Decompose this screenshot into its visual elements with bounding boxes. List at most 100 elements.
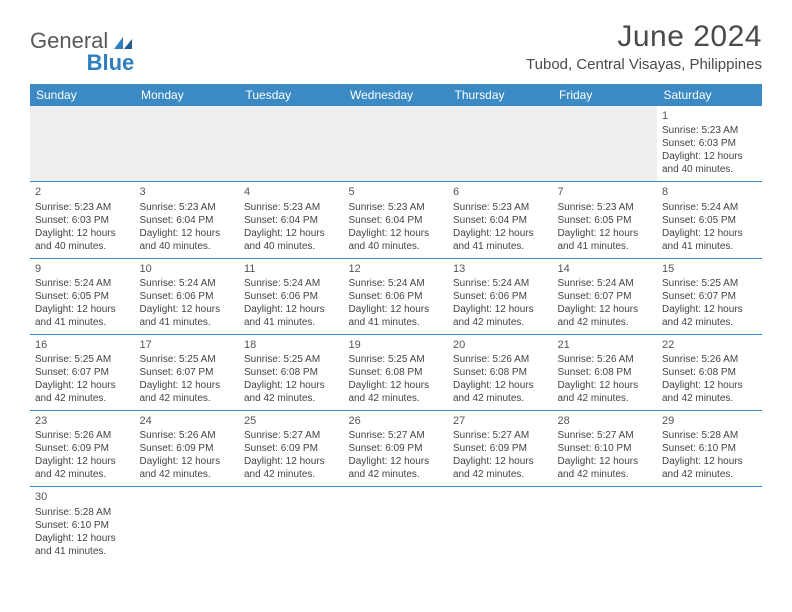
sunset-text: Sunset: 6:03 PM — [35, 214, 130, 227]
daylight-text-2: and 42 minutes. — [140, 468, 235, 481]
calendar-row: 1Sunrise: 5:23 AMSunset: 6:03 PMDaylight… — [30, 106, 762, 182]
calendar-cell — [239, 487, 344, 563]
daylight-text-2: and 42 minutes. — [662, 392, 757, 405]
calendar-cell: 23Sunrise: 5:26 AMSunset: 6:09 PMDayligh… — [30, 411, 135, 487]
calendar-cell — [553, 487, 658, 563]
day-number: 12 — [349, 262, 444, 276]
daylight-text-1: Daylight: 12 hours — [662, 227, 757, 240]
day-number: 14 — [558, 262, 653, 276]
sunrise-text: Sunrise: 5:24 AM — [349, 277, 444, 290]
calendar-cell: 20Sunrise: 5:26 AMSunset: 6:08 PMDayligh… — [448, 334, 553, 410]
weekday-header: Sunday — [30, 84, 135, 106]
sunrise-text: Sunrise: 5:25 AM — [662, 277, 757, 290]
calendar-cell: 29Sunrise: 5:28 AMSunset: 6:10 PMDayligh… — [657, 411, 762, 487]
sunrise-text: Sunrise: 5:23 AM — [662, 124, 757, 137]
daylight-text-1: Daylight: 12 hours — [140, 303, 235, 316]
daylight-text-2: and 42 minutes. — [244, 392, 339, 405]
calendar-cell — [553, 106, 658, 182]
calendar-body: 1Sunrise: 5:23 AMSunset: 6:03 PMDaylight… — [30, 106, 762, 563]
calendar-cell — [344, 487, 449, 563]
sunrise-text: Sunrise: 5:25 AM — [35, 353, 130, 366]
calendar-table: SundayMondayTuesdayWednesdayThursdayFrid… — [30, 84, 762, 563]
daylight-text-1: Daylight: 12 hours — [453, 303, 548, 316]
sunrise-text: Sunrise: 5:26 AM — [140, 429, 235, 442]
calendar-cell: 17Sunrise: 5:25 AMSunset: 6:07 PMDayligh… — [135, 334, 240, 410]
sunset-text: Sunset: 6:09 PM — [35, 442, 130, 455]
day-number: 7 — [558, 185, 653, 199]
calendar-cell: 22Sunrise: 5:26 AMSunset: 6:08 PMDayligh… — [657, 334, 762, 410]
sunrise-text: Sunrise: 5:25 AM — [349, 353, 444, 366]
logo: GeneralBlue — [30, 20, 134, 76]
sunrise-text: Sunrise: 5:23 AM — [453, 201, 548, 214]
daylight-text-2: and 41 minutes. — [349, 316, 444, 329]
daylight-text-1: Daylight: 12 hours — [453, 455, 548, 468]
calendar-cell: 5Sunrise: 5:23 AMSunset: 6:04 PMDaylight… — [344, 182, 449, 258]
daylight-text-2: and 42 minutes. — [35, 468, 130, 481]
header: GeneralBlue June 2024 Tubod, Central Vis… — [30, 20, 762, 76]
sunrise-text: Sunrise: 5:28 AM — [35, 506, 130, 519]
daylight-text-2: and 41 minutes. — [558, 240, 653, 253]
daylight-text-2: and 42 minutes. — [453, 392, 548, 405]
calendar-cell: 30Sunrise: 5:28 AMSunset: 6:10 PMDayligh… — [30, 487, 135, 563]
daylight-text-1: Daylight: 12 hours — [349, 379, 444, 392]
daylight-text-2: and 40 minutes. — [35, 240, 130, 253]
sunset-text: Sunset: 6:10 PM — [35, 519, 130, 532]
day-number: 26 — [349, 414, 444, 428]
calendar-head: SundayMondayTuesdayWednesdayThursdayFrid… — [30, 84, 762, 106]
sunset-text: Sunset: 6:09 PM — [244, 442, 339, 455]
daylight-text-2: and 41 minutes. — [35, 316, 130, 329]
location: Tubod, Central Visayas, Philippines — [526, 56, 762, 73]
daylight-text-2: and 42 minutes. — [558, 316, 653, 329]
day-number: 21 — [558, 338, 653, 352]
day-number: 5 — [349, 185, 444, 199]
day-number: 20 — [453, 338, 548, 352]
sunset-text: Sunset: 6:09 PM — [349, 442, 444, 455]
sunrise-text: Sunrise: 5:24 AM — [244, 277, 339, 290]
sunrise-text: Sunrise: 5:26 AM — [453, 353, 548, 366]
calendar-cell — [135, 106, 240, 182]
calendar-cell: 7Sunrise: 5:23 AMSunset: 6:05 PMDaylight… — [553, 182, 658, 258]
day-number: 22 — [662, 338, 757, 352]
daylight-text-1: Daylight: 12 hours — [35, 532, 130, 545]
calendar-row: 30Sunrise: 5:28 AMSunset: 6:10 PMDayligh… — [30, 487, 762, 563]
daylight-text-2: and 40 minutes. — [244, 240, 339, 253]
day-number: 11 — [244, 262, 339, 276]
day-number: 25 — [244, 414, 339, 428]
sunset-text: Sunset: 6:10 PM — [662, 442, 757, 455]
sunrise-text: Sunrise: 5:24 AM — [140, 277, 235, 290]
daylight-text-2: and 42 minutes. — [244, 468, 339, 481]
sunset-text: Sunset: 6:04 PM — [140, 214, 235, 227]
sunset-text: Sunset: 6:04 PM — [349, 214, 444, 227]
sunrise-text: Sunrise: 5:25 AM — [140, 353, 235, 366]
day-number: 2 — [35, 185, 130, 199]
sunrise-text: Sunrise: 5:23 AM — [558, 201, 653, 214]
sunrise-text: Sunrise: 5:28 AM — [662, 429, 757, 442]
daylight-text-2: and 42 minutes. — [558, 468, 653, 481]
weekday-header: Tuesday — [239, 84, 344, 106]
sunrise-text: Sunrise: 5:26 AM — [662, 353, 757, 366]
calendar-cell — [344, 106, 449, 182]
sunset-text: Sunset: 6:04 PM — [453, 214, 548, 227]
daylight-text-2: and 41 minutes. — [453, 240, 548, 253]
sunset-text: Sunset: 6:03 PM — [662, 137, 757, 150]
calendar-cell — [448, 487, 553, 563]
sunrise-text: Sunrise: 5:27 AM — [349, 429, 444, 442]
day-number: 6 — [453, 185, 548, 199]
daylight-text-1: Daylight: 12 hours — [35, 379, 130, 392]
sunset-text: Sunset: 6:07 PM — [662, 290, 757, 303]
daylight-text-2: and 42 minutes. — [453, 468, 548, 481]
daylight-text-2: and 40 minutes. — [140, 240, 235, 253]
daylight-text-2: and 41 minutes. — [244, 316, 339, 329]
day-number: 19 — [349, 338, 444, 352]
daylight-text-2: and 42 minutes. — [349, 468, 444, 481]
weekday-header: Saturday — [657, 84, 762, 106]
sunset-text: Sunset: 6:09 PM — [140, 442, 235, 455]
day-number: 18 — [244, 338, 339, 352]
calendar-row: 16Sunrise: 5:25 AMSunset: 6:07 PMDayligh… — [30, 334, 762, 410]
calendar-cell: 12Sunrise: 5:24 AMSunset: 6:06 PMDayligh… — [344, 258, 449, 334]
daylight-text-1: Daylight: 12 hours — [453, 379, 548, 392]
daylight-text-2: and 42 minutes. — [140, 392, 235, 405]
sunrise-text: Sunrise: 5:24 AM — [453, 277, 548, 290]
weekday-header: Monday — [135, 84, 240, 106]
sunrise-text: Sunrise: 5:24 AM — [662, 201, 757, 214]
